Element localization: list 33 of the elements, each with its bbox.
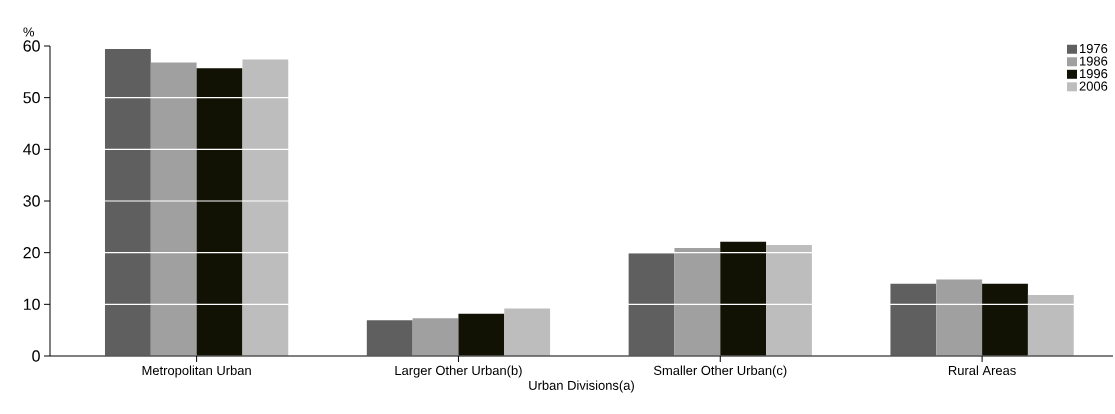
x-tick-label: Metropolitan Urban [142, 365, 251, 378]
y-tick-label: 20 [23, 247, 40, 259]
x-tick-label: Smaller Other Urban(c) [653, 365, 787, 378]
y-tick-label: 30 [23, 195, 40, 207]
x-axis-title: Urban Divisions(a) [529, 380, 634, 393]
bar [890, 283, 937, 356]
y-tick-label: 0 [32, 350, 40, 362]
legend-label: 1996 [1080, 69, 1108, 79]
bar [720, 241, 767, 356]
bar [504, 308, 551, 356]
bar [412, 318, 459, 356]
y-tick-label: 60 [23, 40, 40, 52]
x-tick-label: Larger Other Urban(b) [395, 365, 522, 378]
bar [458, 313, 505, 356]
bar [196, 68, 243, 356]
bar [104, 49, 151, 356]
y-tick-label: 50 [23, 92, 40, 104]
bar [242, 59, 289, 356]
legend-label: 1986 [1080, 56, 1108, 66]
y-axis-title: % [23, 27, 35, 37]
legend-label: 1976 [1080, 43, 1108, 54]
bar [150, 62, 197, 356]
bar [936, 279, 983, 356]
bar [982, 283, 1028, 356]
y-tick-label: 10 [23, 298, 40, 310]
bar [366, 320, 413, 356]
y-tick-label: 40 [23, 143, 40, 155]
bar [674, 248, 721, 356]
bar [1027, 295, 1074, 356]
bar [766, 244, 812, 356]
legend-label: 2006 [1079, 81, 1108, 91]
bar [628, 253, 675, 356]
x-tick-label: Rural Areas [948, 365, 1016, 376]
